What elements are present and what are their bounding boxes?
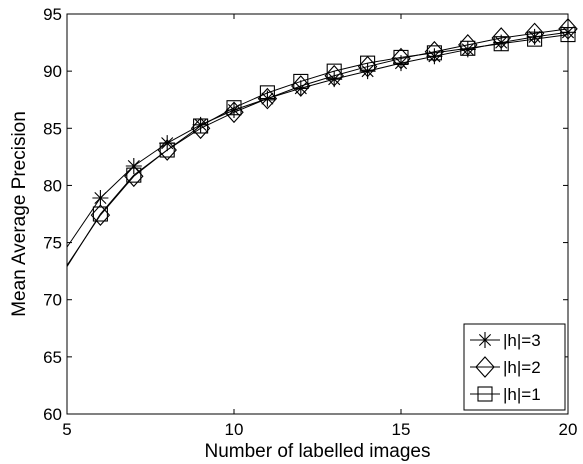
series-markers (90, 18, 578, 226)
legend: |h|=3 |h|=2 |h|=1 (463, 323, 566, 411)
data-point-diamond (491, 27, 511, 49)
x-tick-label: 15 (392, 420, 411, 439)
data-point-diamond (558, 18, 578, 40)
legend-marker-diamond (475, 356, 495, 378)
data-point-square (259, 85, 275, 101)
data-point-diamond (324, 64, 344, 87)
data-point-square (126, 167, 142, 183)
data-point-square (460, 40, 476, 56)
data-point-square (293, 73, 309, 89)
data-point-diamond (291, 75, 311, 97)
data-point-diamond (391, 47, 411, 70)
data-point-diamond (524, 22, 545, 45)
data-point-star (359, 63, 376, 80)
data-point-star (426, 48, 443, 65)
y-tick-label: 60 (43, 405, 62, 424)
legend-marker-star (477, 332, 493, 348)
data-point-star (92, 190, 109, 206)
data-point-star (192, 116, 209, 133)
data-point-star (393, 55, 409, 72)
data-point-square (527, 31, 543, 47)
data-point-star (226, 102, 242, 118)
y-tick-label: 70 (43, 291, 62, 310)
data-point-star (326, 71, 343, 88)
legend-label: |h|=3 (503, 331, 541, 350)
data-point-square (226, 100, 242, 116)
data-point-star (259, 90, 276, 107)
data-point-star (459, 41, 476, 58)
x-tick-label: 10 (225, 420, 244, 439)
legend-label: |h|=1 (503, 385, 541, 404)
series-lines (66, 28, 569, 267)
data-point-square (426, 45, 442, 61)
data-point-square (326, 63, 342, 79)
x-axis-label: Number of labelled images (204, 441, 430, 462)
data-point-star (526, 28, 543, 45)
data-point-diamond (257, 87, 278, 110)
data-point-square (393, 49, 409, 65)
x-tick-label: 20 (559, 420, 578, 439)
data-point-square (360, 55, 376, 71)
data-point-diamond (157, 139, 177, 161)
data-point-square (92, 206, 108, 222)
series-line-square (66, 34, 569, 267)
data-point-diamond (357, 55, 378, 78)
data-point-square (193, 118, 209, 134)
y-tick-label: 95 (43, 5, 62, 24)
data-point-square (493, 36, 509, 52)
y-tick-label: 90 (43, 62, 62, 81)
legend-marker-square (477, 386, 493, 402)
y-tick-label: 85 (43, 119, 62, 138)
data-point-diamond (424, 40, 445, 63)
legend-label: |h|=2 (503, 358, 541, 377)
data-point-diamond (224, 101, 244, 124)
data-point-star (560, 24, 576, 41)
data-point-square (560, 27, 576, 43)
data-point-diamond (124, 165, 144, 188)
data-point-diamond (90, 204, 111, 226)
y-tick-label: 80 (43, 176, 62, 195)
data-point-diamond (190, 117, 211, 140)
y-tick-label: 75 (43, 234, 62, 253)
x-tick-label: 5 (62, 420, 71, 439)
y-axis-label: Mean Average Precision (9, 111, 30, 317)
data-point-star (493, 34, 510, 51)
y-tick-label: 65 (43, 348, 62, 367)
data-point-square (159, 142, 175, 158)
